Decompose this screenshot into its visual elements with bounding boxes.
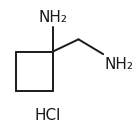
Text: NH₂: NH₂ [104, 57, 133, 72]
Text: NH₂: NH₂ [38, 10, 67, 24]
Text: HCl: HCl [34, 108, 61, 123]
